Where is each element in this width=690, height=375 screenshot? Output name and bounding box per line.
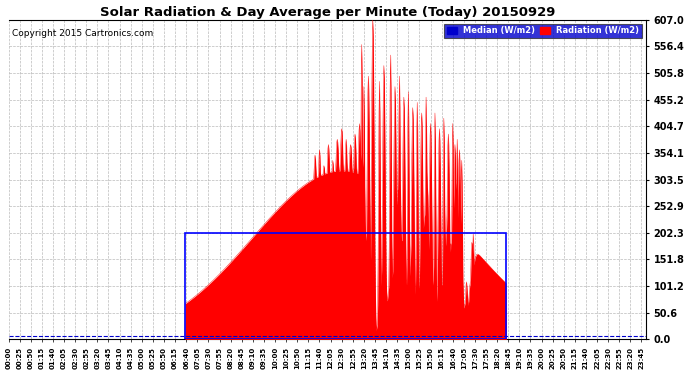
Bar <box>186 233 506 339</box>
Title: Solar Radiation & Day Average per Minute (Today) 20150929: Solar Radiation & Day Average per Minute… <box>99 6 555 18</box>
Legend: Median (W/m2), Radiation (W/m2): Median (W/m2), Radiation (W/m2) <box>444 24 642 38</box>
Text: Copyright 2015 Cartronics.com: Copyright 2015 Cartronics.com <box>12 29 153 38</box>
